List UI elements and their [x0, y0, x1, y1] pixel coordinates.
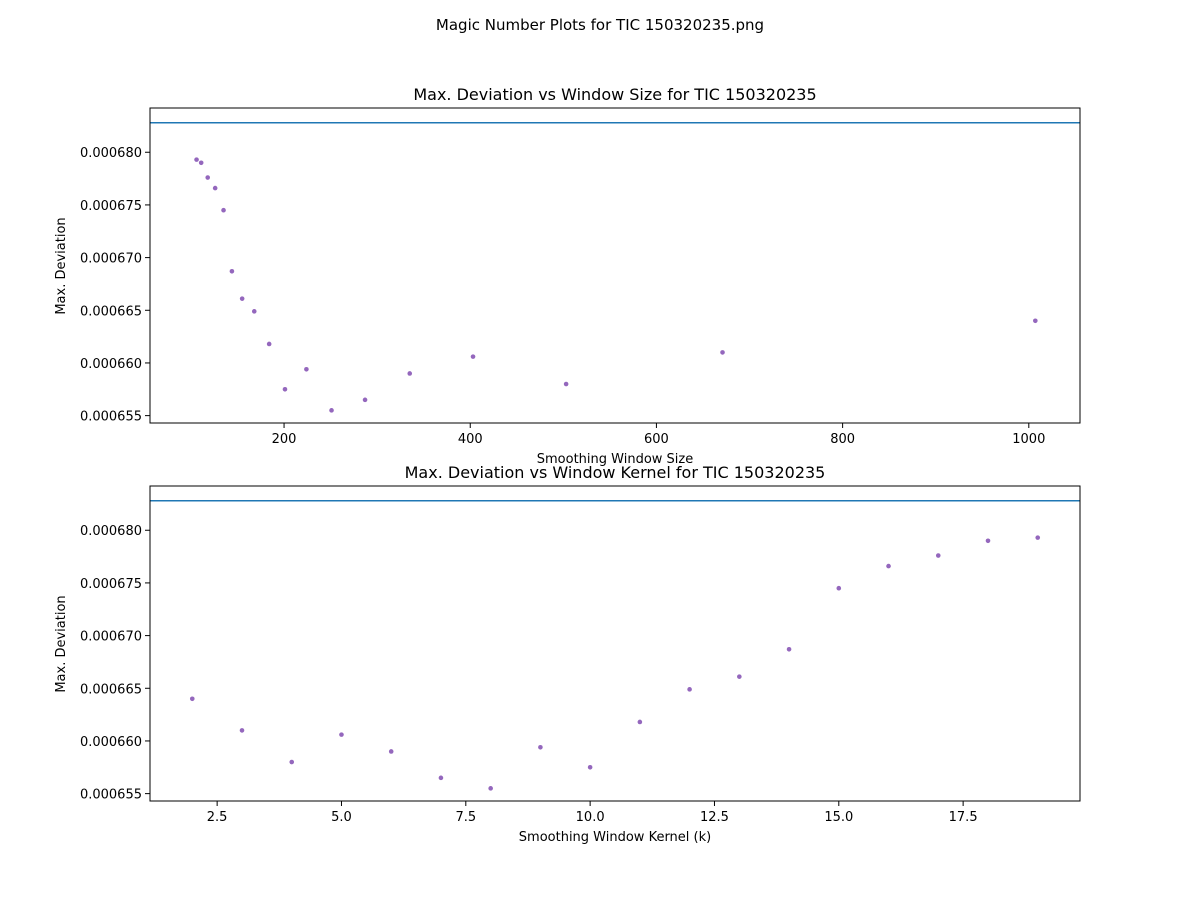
data-point-3: [339, 732, 344, 737]
data-point-5: [438, 775, 444, 781]
y-tick-label-2: 0.000665: [80, 304, 142, 319]
figure-suptitle: Magic Number Plots for TIC 150320235.png: [436, 16, 764, 34]
panel-window-size: Max. Deviation vs Window Size for TIC 15…: [54, 85, 1081, 467]
data-point-7: [538, 744, 543, 750]
chart-title: Max. Deviation vs Window Size for TIC 15…: [413, 85, 816, 104]
data-point-1: [239, 728, 245, 733]
y-tick-label-5: 0.000680: [80, 146, 142, 161]
data-point-0: [194, 157, 199, 162]
y-tick-label-4: 0.000675: [80, 577, 142, 592]
data-point-15: [935, 553, 941, 558]
y-tick-label-0: 0.000655: [80, 410, 142, 425]
data-point-15: [563, 381, 569, 387]
x-tick-label-0: 200: [272, 432, 297, 447]
data-point-2: [289, 759, 295, 765]
x-tick-label-1: 5.0: [331, 810, 352, 825]
y-axis-label: Max. Deviation: [54, 217, 69, 314]
x-tick-label-3: 10.0: [576, 810, 605, 825]
data-point-11: [329, 408, 334, 413]
data-point-1: [198, 160, 204, 166]
x-tick-label-4: 1000: [1012, 432, 1045, 447]
y-tick-label-5: 0.000680: [80, 524, 142, 539]
x-tick-label-6: 17.5: [949, 810, 978, 825]
y-tick-label-2: 0.000665: [80, 682, 142, 697]
y-tick-label-4: 0.000675: [80, 199, 142, 214]
data-point-17: [1033, 318, 1038, 324]
data-point-9: [637, 719, 643, 725]
y-tick-label-3: 0.000670: [80, 252, 142, 267]
plot-marks: 200 400 600 800 1000 0.000655 0.000660 0.000665…: [80, 107, 1081, 447]
data-point-7: [251, 309, 257, 314]
plot-marks: 2.5 5.0 7.5 10.0 12.5 15.0 17.5 0.000655 0.00066…: [80, 485, 1081, 825]
data-point-12: [362, 397, 368, 403]
data-point-6: [239, 296, 245, 301]
x-axis-label: Smoothing Window Kernel (k): [519, 830, 711, 845]
data-point-0: [189, 696, 195, 702]
data-point-5: [229, 268, 235, 274]
x-axis-label: Smoothing Window Size: [537, 452, 693, 467]
data-point-17: [1035, 535, 1041, 540]
data-point-12: [786, 646, 792, 652]
data-point-13: [407, 371, 413, 376]
y-tick-label-1: 0.000660: [80, 357, 142, 372]
y-tick-label-0: 0.000655: [80, 788, 142, 803]
data-point-11: [737, 674, 742, 679]
data-point-10: [687, 687, 692, 692]
x-tick-label-1: 400: [458, 432, 483, 447]
y-tick-label-3: 0.000670: [80, 630, 142, 645]
x-tick-label-2: 600: [644, 432, 669, 447]
y-tick-label-1: 0.000660: [80, 735, 142, 750]
data-point-4: [388, 749, 394, 754]
x-tick-label-0: 2.5: [207, 810, 228, 825]
x-tick-label-2: 7.5: [455, 810, 476, 825]
x-tick-label-3: 800: [830, 432, 855, 447]
data-point-10: [304, 366, 309, 372]
data-point-2: [205, 175, 211, 180]
data-point-13: [836, 585, 842, 591]
axes-frame: [149, 107, 1081, 424]
data-point-8: [266, 341, 272, 347]
data-point-8: [587, 764, 593, 770]
data-point-16: [720, 350, 725, 355]
data-point-4: [221, 207, 226, 213]
data-point-16: [985, 538, 991, 544]
chart-title: Max. Deviation vs Window Kernel for TIC …: [405, 463, 826, 482]
x-tick-label-5: 15.0: [824, 810, 853, 825]
y-axis-label: Max. Deviation: [54, 595, 69, 692]
data-point-3: [212, 185, 218, 191]
data-point-9: [282, 386, 288, 392]
data-point-14: [886, 563, 891, 569]
x-tick-label-4: 12.5: [700, 810, 729, 825]
data-point-14: [470, 354, 476, 359]
axes-frame: [149, 485, 1081, 802]
data-point-6: [488, 786, 493, 791]
panel-window-kernel: Max. Deviation vs Window Kernel for TIC …: [54, 463, 1081, 845]
